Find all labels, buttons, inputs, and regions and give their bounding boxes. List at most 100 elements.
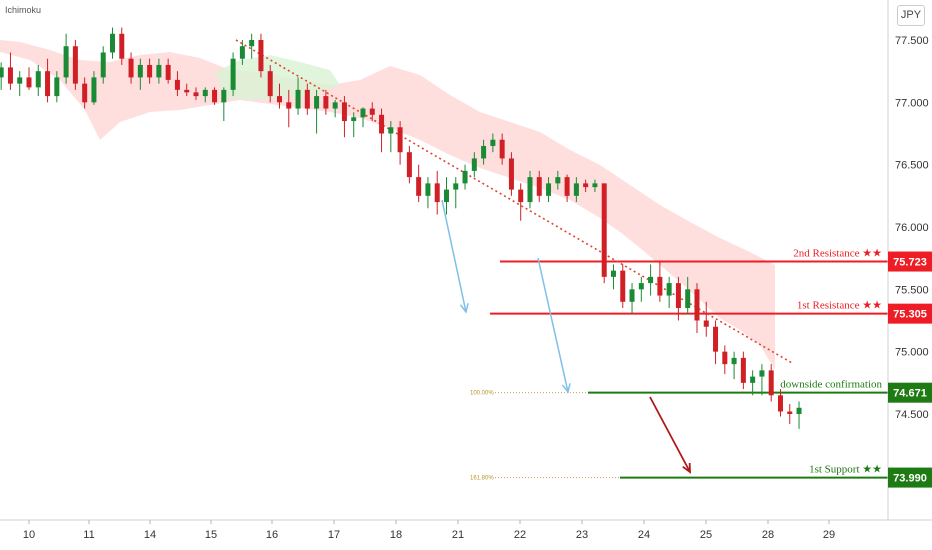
fib-label-0: 100.00%	[470, 391, 494, 397]
candle-body	[258, 40, 264, 72]
price-tag-bg-0	[888, 251, 932, 272]
candle-body	[17, 77, 23, 84]
candle-body	[174, 79, 180, 90]
price-tag-3: 73.990	[893, 473, 927, 485]
x-tick-label: 25	[700, 529, 712, 541]
y-tick-label: 77.000	[895, 97, 929, 109]
candle-body	[666, 283, 672, 296]
candle-body	[759, 370, 765, 377]
candle-body	[527, 177, 533, 203]
candle-body	[221, 89, 227, 103]
candle-body	[249, 40, 255, 47]
arrow-blue-2-head	[561, 383, 571, 394]
candle-body	[341, 102, 347, 122]
candle-body	[286, 102, 292, 109]
x-tick-label: 23	[576, 529, 588, 541]
x-tick-label: 11	[83, 529, 94, 541]
candle-body	[638, 283, 644, 290]
x-tick-label: 24	[638, 529, 650, 541]
x-tick-label: 28	[762, 529, 774, 541]
candle-body	[137, 64, 143, 78]
x-tick-label: 14	[144, 529, 156, 541]
candle-body	[406, 152, 412, 178]
candle-body	[304, 89, 310, 109]
ichimoku-cloud	[0, 40, 775, 370]
candle-body	[546, 183, 552, 196]
candle-body	[351, 117, 357, 122]
x-tick-label: 15	[205, 529, 217, 541]
candle-body	[109, 33, 115, 53]
candle-body	[499, 139, 505, 159]
candle-body	[648, 276, 654, 284]
candle-body	[657, 276, 663, 296]
level-label-0: 2nd Resistance ★★	[793, 248, 882, 260]
candle-body	[536, 177, 542, 196]
cloud-bearish	[0, 40, 775, 370]
candle-body	[620, 270, 626, 302]
price-tag-1: 75.305	[893, 309, 927, 321]
candle-body	[462, 170, 468, 184]
level-label-3: 1st Support ★★	[809, 464, 882, 476]
candle-body	[777, 395, 783, 412]
candle-body	[471, 158, 477, 171]
arrow-blue-1-head	[459, 303, 469, 314]
candle-body	[0, 67, 4, 78]
candle-body	[750, 376, 756, 383]
candle-body	[508, 158, 514, 190]
arrow-red-down-head	[682, 462, 691, 474]
price-tag-bg-3	[888, 467, 932, 488]
y-tick-label: 76.000	[895, 222, 929, 234]
candle-body	[740, 357, 746, 383]
candle-body	[518, 189, 524, 203]
x-tick-label: 29	[823, 529, 835, 541]
candle-body	[323, 96, 329, 109]
candle-body	[481, 145, 487, 159]
candle-body	[490, 139, 496, 146]
y-tick-label: 77.500	[895, 35, 929, 47]
x-tick-label: 21	[452, 529, 464, 541]
level-lines: 2nd Resistance ★★ 1st Resistance ★★ downsi…	[490, 248, 888, 479]
candle-body	[193, 92, 199, 97]
projection-arrows	[441, 199, 691, 474]
candle-body	[573, 183, 579, 196]
candle-body	[685, 289, 691, 309]
candle-body	[610, 270, 616, 277]
arrow-blue-2	[537, 257, 569, 393]
candle-body	[629, 289, 635, 302]
candle-body	[230, 58, 236, 90]
x-tick-label: 16	[266, 529, 278, 541]
candle-body	[82, 83, 88, 103]
indicator-label: Ichimoku	[5, 5, 42, 15]
candle-body	[45, 71, 51, 97]
candle-body	[722, 351, 728, 365]
candle-body	[184, 89, 190, 93]
currency-button[interactable]: JPY	[897, 5, 925, 26]
candle-body	[35, 71, 41, 88]
price-tags: 75.723 75.305 74.671 73.990	[888, 251, 932, 488]
candle-body	[768, 370, 774, 396]
candle-body	[165, 64, 171, 80]
arrow-red-down	[649, 396, 691, 473]
candle-body	[443, 189, 449, 203]
candle-body	[360, 108, 366, 118]
x-tick-label: 22	[514, 529, 526, 541]
candle-body	[787, 411, 793, 414]
x-tick-label: 17	[328, 529, 340, 541]
candle-body	[54, 77, 60, 97]
candle-body	[453, 183, 459, 190]
candle-body	[592, 183, 598, 188]
candle-body	[713, 326, 719, 352]
candle-body	[100, 52, 106, 78]
candle-body	[7, 67, 13, 84]
candle-body	[332, 102, 338, 109]
level-label-1: 1st Resistance ★★	[797, 300, 882, 312]
candle-body	[212, 89, 218, 103]
candle-body	[388, 127, 394, 134]
candle-body	[156, 64, 162, 78]
y-tick-label: 74.500	[895, 409, 929, 421]
candle-body	[295, 89, 301, 109]
cloud-bullish	[215, 55, 340, 100]
y-tick-label: 75.500	[895, 284, 929, 296]
